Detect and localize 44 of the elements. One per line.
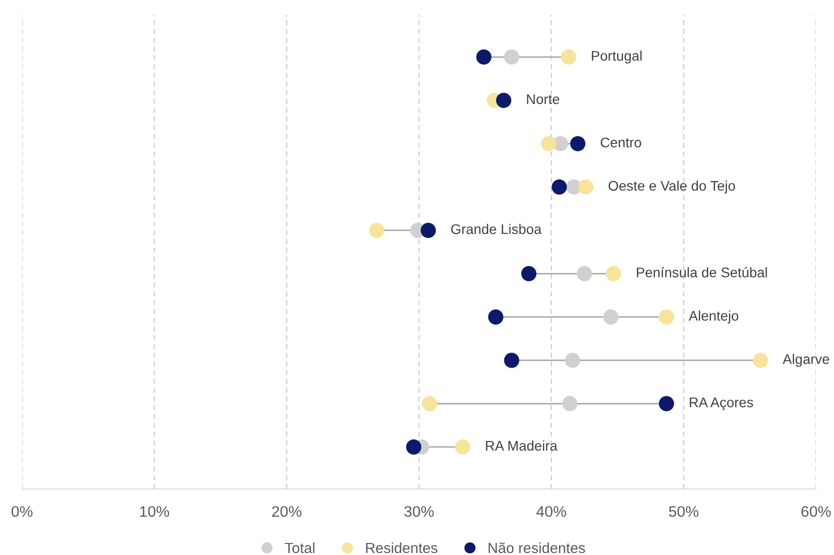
legend-label: Não residentes — [488, 542, 586, 554]
point — [504, 49, 520, 65]
point — [422, 396, 438, 412]
y-tick-label: Alentejo — [688, 310, 738, 324]
point — [476, 49, 492, 65]
legend-label: Residentes — [366, 542, 438, 554]
x-tick-label: 10% — [140, 506, 170, 517]
point — [576, 266, 592, 282]
point — [560, 49, 576, 65]
x-tick-label: 30% — [404, 506, 434, 517]
legend-label: Total — [284, 542, 314, 554]
point — [552, 179, 567, 195]
point — [455, 439, 470, 455]
point — [658, 396, 674, 412]
point — [541, 136, 556, 152]
y-tick-label: Oeste e Vale do Tejo — [608, 180, 736, 194]
x-tick-label: 0% — [12, 506, 32, 517]
y-tick-label: Portugal — [592, 50, 642, 64]
y-tick-label: Península de Setúbal — [636, 267, 767, 278]
point — [496, 92, 512, 108]
x-tick-label: 60% — [801, 506, 831, 517]
point — [603, 309, 618, 325]
y-tick-label: Algarve — [782, 354, 830, 367]
y-tick-label: Centro — [600, 138, 642, 148]
point — [562, 396, 578, 412]
point — [752, 352, 768, 368]
point — [504, 352, 520, 368]
x-tick-label: 40% — [536, 506, 566, 517]
x-tick-label: 50% — [668, 506, 698, 517]
y-tick-label: Grande Lisboa — [451, 224, 542, 234]
point — [570, 136, 586, 152]
x-tick-label: 20% — [272, 506, 302, 517]
point — [420, 222, 436, 238]
point — [578, 179, 594, 195]
point — [658, 309, 674, 325]
point — [606, 266, 622, 282]
point — [521, 266, 536, 282]
y-tick-label: Norte — [527, 94, 560, 104]
point — [564, 352, 580, 368]
point — [488, 309, 504, 325]
y-tick-label: RA Açores — [690, 398, 754, 410]
point — [406, 439, 422, 455]
point — [369, 222, 384, 238]
y-tick-label: RA Madeira — [486, 440, 558, 451]
